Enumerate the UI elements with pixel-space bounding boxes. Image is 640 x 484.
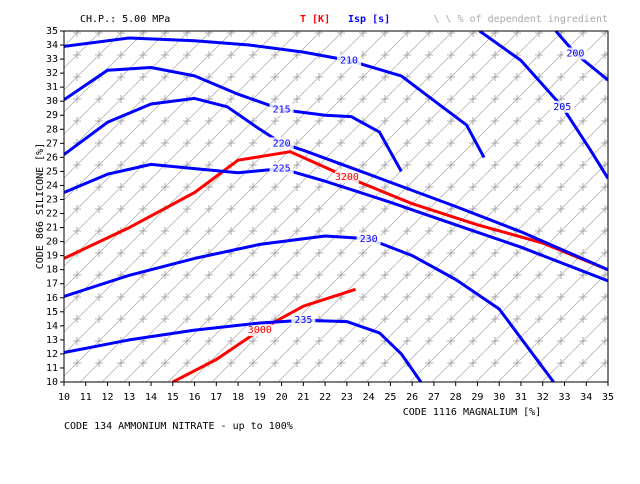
contour-label-bg	[269, 137, 294, 150]
y-tick-label: 16	[46, 293, 58, 304]
chart-title: CH.P.: 5.00 MPa	[80, 14, 170, 25]
y-tick-label: 23	[46, 194, 58, 205]
contour-line	[64, 150, 608, 272]
y-axis-label: CODE 866 SILICONE [%]	[35, 143, 46, 269]
contour-line	[64, 234, 555, 382]
y-tick-label: 29	[46, 110, 58, 121]
legend-entry: T [K]	[300, 14, 330, 25]
x-tick-label: 19	[254, 392, 266, 403]
y-tick-label: 33	[46, 54, 58, 65]
y-tick-label: 19	[46, 251, 58, 262]
contour-line	[64, 96, 608, 272]
hatch-legend: \ \ % of dependent ingredient	[433, 14, 608, 25]
y-tick-label: 11	[46, 363, 58, 374]
x-axis-label: CODE 1116 MAGNALIUM [%]	[403, 407, 541, 418]
contour-label: 235	[294, 315, 312, 326]
x-tick-label: 28	[450, 392, 462, 403]
y-tick-label: 17	[46, 279, 58, 290]
x-tick-label: 17	[210, 392, 222, 403]
y-tick-label: 31	[46, 82, 58, 93]
x-tick-label: 34	[580, 392, 592, 403]
y-tick-label: 15	[46, 307, 58, 318]
y-tick-label: 26	[46, 152, 58, 163]
y-tick-label: 34	[46, 40, 58, 51]
contour-label: 210	[340, 55, 358, 66]
y-tick-label: 13	[46, 335, 58, 346]
footnote: CODE 134 AMMONIUM NITRATE - up to 100%	[64, 421, 293, 432]
contour-label: 200	[566, 48, 584, 59]
x-tick-label: 14	[145, 392, 157, 403]
x-tick-label: 10	[58, 392, 70, 403]
hatch-area	[64, 31, 608, 382]
y-tick-label: 14	[46, 321, 58, 332]
contour-line	[64, 36, 486, 159]
x-tick-label: 21	[297, 392, 309, 403]
contour-label-bg	[269, 103, 294, 116]
x-tick-label: 27	[428, 392, 440, 403]
contour-line	[64, 66, 403, 173]
contour-label: 3200	[335, 172, 359, 183]
x-tick-label: 15	[167, 392, 179, 403]
x-tick-label: 13	[123, 392, 135, 403]
y-tick-label: 32	[46, 68, 58, 79]
x-tick-label: 26	[406, 392, 418, 403]
legend-entry: Isp [s]	[348, 14, 390, 25]
contour-label: 225	[273, 164, 291, 175]
contour-label-bg	[563, 47, 588, 60]
contour-label-bg	[334, 171, 359, 184]
y-tick-label: 30	[46, 96, 58, 107]
contours: 3000 3200 235 230 225 220 215 210 205 200	[64, 31, 608, 382]
contour-label-bg	[356, 232, 381, 245]
x-tick-label: 20	[276, 392, 288, 403]
y-tick-label: 25	[46, 166, 58, 177]
y-tick-label: 18	[46, 265, 58, 276]
contour-label-bg	[247, 324, 272, 337]
x-tick-label: 16	[189, 392, 201, 403]
contour-label: 3000	[248, 325, 272, 336]
x-tick-label: 11	[80, 392, 92, 403]
x-tick-label: 12	[101, 392, 113, 403]
x-tick-label: 18	[232, 392, 244, 403]
y-tick-label: 35	[46, 26, 58, 37]
contour-label-bg	[550, 100, 575, 113]
x-tick-label: 25	[384, 392, 396, 403]
x-tick-label: 35	[602, 392, 614, 403]
x-tick-label: 22	[319, 392, 331, 403]
contour-label-bg	[291, 314, 316, 327]
y-tick-label: 24	[46, 180, 58, 191]
contour-label-bg	[337, 54, 362, 67]
x-tick-label: 23	[341, 392, 353, 403]
contour-label-bg	[269, 162, 294, 175]
y-tick-label: 27	[46, 138, 58, 149]
plot-frame	[63, 30, 609, 383]
x-tick-label: 30	[493, 392, 505, 403]
y-tick-label: 12	[46, 349, 58, 360]
contour-label: 220	[273, 138, 291, 149]
contour-label: 230	[360, 234, 378, 245]
x-tick-label: 32	[537, 392, 549, 403]
y-tick-label: 21	[46, 223, 58, 234]
y-tick-label: 10	[46, 377, 58, 388]
y-tick-label: 28	[46, 124, 58, 135]
x-tick-label: 33	[558, 392, 570, 403]
x-tick-label: 31	[515, 392, 527, 403]
y-tick-label: 22	[46, 209, 58, 220]
contour-label: 215	[273, 105, 291, 116]
x-tick-label: 24	[363, 392, 375, 403]
contour-label: 205	[553, 102, 571, 113]
y-tick-label: 20	[46, 237, 58, 248]
x-tick-label: 29	[471, 392, 483, 403]
